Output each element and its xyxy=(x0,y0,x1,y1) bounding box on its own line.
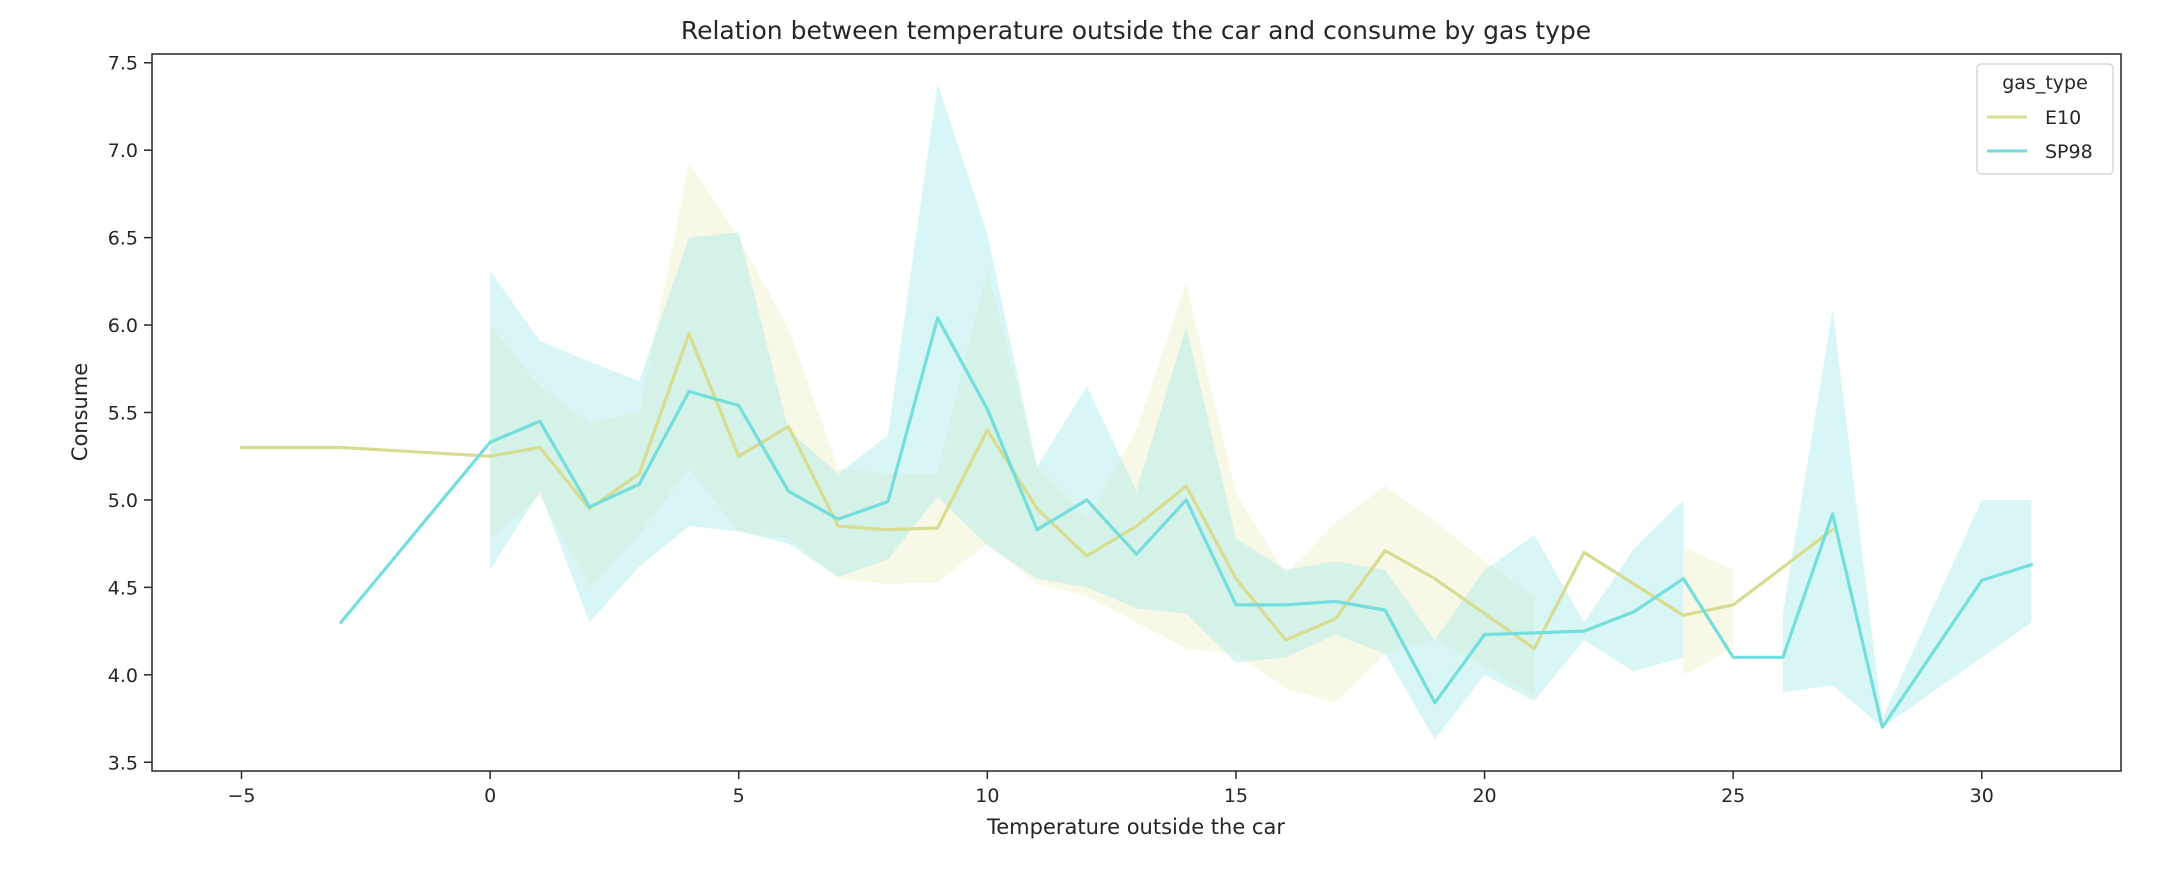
data-point-e10: E10: (25, 4.4) xyxy=(1730,602,1736,608)
data-point-e10: E10: (12, 4.68) xyxy=(1084,553,1090,559)
data-point-sp98: SP98: (5, 5.54) xyxy=(736,403,742,409)
data-point-sp98: SP98: (-3, 4.3) xyxy=(338,619,344,625)
data-point-e10: E10: (9, 4.84) xyxy=(935,525,941,531)
data-point-e10: E10: (23, 4.52) xyxy=(1631,581,1637,587)
data-point-e10: E10: (1, 5.3) xyxy=(537,444,543,450)
chart-title: Relation between temperature outside the… xyxy=(681,16,1591,45)
series-line-e10 xyxy=(239,332,1835,651)
x-tick-label: 5 xyxy=(733,785,745,807)
y-tick-label: 7.0 xyxy=(108,140,138,162)
data-point-e10: E10: (15, 4.55) xyxy=(1233,576,1239,582)
data-point-sp98: SP98: (26, 4.1) xyxy=(1780,654,1786,660)
data-point-sp98: SP98: (13, 4.69) xyxy=(1134,551,1140,557)
data-point-e10: E10: (17, 4.32) xyxy=(1332,616,1338,622)
data-point-sp98: SP98: (11, 4.83) xyxy=(1034,527,1040,533)
series-lines: E10: (-5, 5.3) E10: (-3, 5.3) E10: (0, 5.2… xyxy=(239,315,2035,730)
data-point-e10: E10: (8, 4.83) xyxy=(885,527,891,533)
legend-label-sp98: SP98 xyxy=(2045,141,2093,163)
data-point-e10: E10: (3, 5.15) xyxy=(636,471,642,477)
confidence-bands xyxy=(490,83,2032,740)
y-tick-label: 6.5 xyxy=(108,228,138,250)
legend-label-e10: E10 xyxy=(2045,107,2081,129)
x-axis: −5 0 5 10 15 20 25 30 xyxy=(227,771,1994,807)
data-point-e10: E10: (13, 4.85) xyxy=(1134,523,1140,529)
data-point-sp98: SP98: (1, 5.45) xyxy=(537,418,543,424)
data-point-e10: E10: (14, 5.08) xyxy=(1183,483,1189,489)
legend: gas_type E10 SP98 xyxy=(1976,63,2114,175)
data-point-sp98: SP98: (8, 4.99) xyxy=(885,499,891,505)
data-point-e10: E10: (18, 4.71) xyxy=(1382,548,1388,554)
data-point-sp98: SP98: (28, 3.7) xyxy=(1879,724,1885,730)
data-point-sp98: SP98: (10, 5.52) xyxy=(984,406,990,412)
data-point-e10: E10: (-3, 5.3) xyxy=(338,444,344,450)
data-point-e10: E10: (20, 4.35) xyxy=(1482,611,1488,617)
ci-band-e10 xyxy=(490,162,1535,703)
series-line-sp98 xyxy=(339,316,2034,729)
y-tick-label: 4.5 xyxy=(108,577,138,599)
data-point-e10: E10: (10, 5.4) xyxy=(984,427,990,433)
x-tick-label: 30 xyxy=(1970,785,1994,807)
data-point-sp98: SP98: (21, 4.24) xyxy=(1531,630,1537,636)
x-axis-title: Temperature outside the car xyxy=(986,815,1285,839)
data-point-sp98: SP98: (16, 4.4) xyxy=(1283,602,1289,608)
data-point-e10: E10: (19, 4.55) xyxy=(1432,576,1438,582)
data-point-e10: E10: (0, 5.25) xyxy=(487,453,493,459)
data-point-sp98: SP98: (23, 4.36) xyxy=(1631,609,1637,615)
data-point-sp98: SP98: (22, 4.25) xyxy=(1581,628,1587,634)
data-point-e10: E10: (-5, 5.3) xyxy=(239,444,245,450)
ci-band-sp98 xyxy=(1782,309,2032,728)
y-axis-title: Consume xyxy=(68,363,92,461)
data-point-sp98: SP98: (31, 4.63) xyxy=(2029,562,2035,568)
data-point-sp98: SP98: (6, 5.05) xyxy=(785,488,791,494)
data-point-sp98: SP98: (27, 4.92) xyxy=(1830,511,1836,517)
data-point-sp98: SP98: (20, 4.23) xyxy=(1482,632,1488,638)
y-tick-label: 5.5 xyxy=(108,403,138,425)
x-tick-label: 0 xyxy=(484,785,496,807)
legend-title: gas_type xyxy=(2002,72,2088,94)
legend-box xyxy=(1976,63,2114,175)
data-point-e10: E10: (4, 5.95) xyxy=(686,331,692,337)
data-point-e10: E10: (7, 4.85) xyxy=(835,523,841,529)
data-point-e10: E10: (24, 4.34) xyxy=(1680,612,1686,618)
data-point-sp98: SP98: (7, 4.89) xyxy=(835,516,841,522)
data-point-e10: E10: (5, 5.25) xyxy=(736,453,742,459)
data-point-sp98: SP98: (12, 5) xyxy=(1084,497,1090,503)
data-point-sp98: SP98: (18, 4.37) xyxy=(1382,607,1388,613)
data-point-e10: E10: (21, 4.15) xyxy=(1531,646,1537,652)
data-point-sp98: SP98: (25, 4.1) xyxy=(1730,654,1736,660)
data-point-sp98: SP98: (3, 5.09) xyxy=(636,481,642,487)
y-tick-label: 5.0 xyxy=(108,490,138,512)
data-point-e10: E10: (6, 5.42) xyxy=(785,423,791,429)
x-tick-label: 20 xyxy=(1472,785,1496,807)
data-point-sp98: SP98: (2, 4.96) xyxy=(587,504,593,510)
data-point-sp98: SP98: (17, 4.42) xyxy=(1332,598,1338,604)
data-point-sp98: SP98: (24, 4.55) xyxy=(1680,576,1686,582)
data-point-e10: E10: (22, 4.7) xyxy=(1581,549,1587,555)
data-point-sp98: SP98: (30, 4.54) xyxy=(1979,577,1985,583)
data-point-sp98: SP98: (15, 4.4) xyxy=(1233,602,1239,608)
data-point-sp98: SP98: (9, 6.04) xyxy=(935,315,941,321)
y-tick-label: 3.5 xyxy=(108,752,138,774)
x-tick-label: 15 xyxy=(1224,785,1248,807)
x-tick-label: 25 xyxy=(1721,785,1745,807)
y-tick-label: 7.5 xyxy=(108,53,138,75)
data-point-e10: E10: (16, 4.2) xyxy=(1283,637,1289,643)
data-point-e10: E10: (11, 4.95) xyxy=(1034,506,1040,512)
y-axis: 3.5 4.0 4.5 5.0 5.5 6.0 6.5 7.0 7.5 xyxy=(108,53,152,774)
data-point-sp98: SP98: (19, 3.84) xyxy=(1432,700,1438,706)
x-tick-label: −5 xyxy=(227,785,255,807)
data-point-sp98: SP98: (14, 5) xyxy=(1183,497,1189,503)
ci-band-sp98 xyxy=(490,83,1684,740)
data-point-sp98: SP98: (0, 5.33) xyxy=(487,439,493,445)
x-tick-label: 10 xyxy=(975,785,999,807)
y-tick-label: 4.0 xyxy=(108,665,138,687)
y-tick-label: 6.0 xyxy=(108,315,138,337)
data-point-sp98: SP98: (4, 5.62) xyxy=(686,389,692,395)
